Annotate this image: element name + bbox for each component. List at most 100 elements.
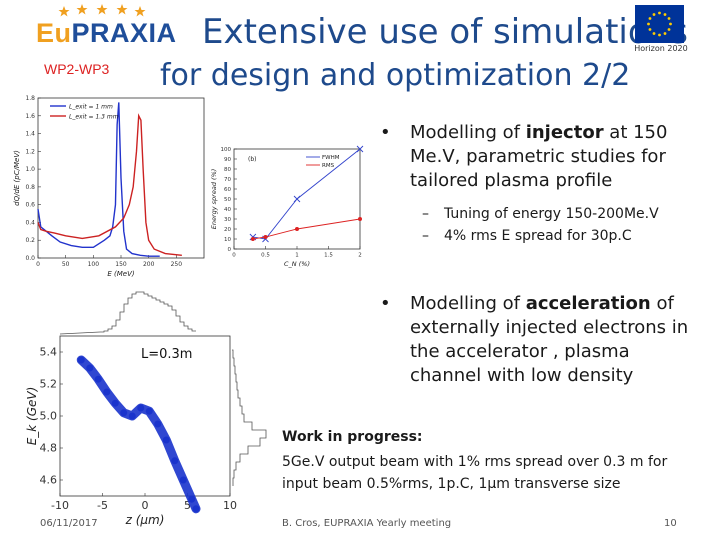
bullet-injector: • Modelling of injector at 150 Me.V, par… [380,121,700,193]
y-tick-label: 4.6 [40,474,58,487]
y-tick-label: 90 [224,157,231,163]
y-tick-label: 1.8 [25,95,35,102]
logo-eu-text: Eu [36,18,72,48]
y-tick-label: 40 [224,207,231,213]
series-line-fwhm [252,148,361,240]
data-point [293,195,301,203]
y-tick-label: 50 [224,197,231,203]
bullet-2-pre: Modelling of [410,293,526,314]
data-point [77,356,85,364]
data-point [358,217,362,221]
data-point [179,476,187,484]
flag-star [663,13,667,16]
flag-star [652,32,656,35]
data-point [154,420,162,428]
energy-projection-histogram [232,349,267,486]
sub-bullet-1-text: Tuning of energy 150-200Me.V [444,206,659,222]
y-tick-label: 0.6 [25,202,35,209]
data-point [111,399,119,407]
x-tick-label: 10 [223,499,237,512]
legend-label: RMS [322,163,335,169]
legend-label: L_exit = 1 mm [69,104,113,111]
y-tick-label: 20 [224,227,231,233]
x-tick-label: 100 [88,261,100,268]
y-axis-label: Energy spread (%) [210,169,218,230]
x-tick-label: 200 [143,261,155,268]
x-tick-label: 0 [142,499,149,512]
x-tick-label: 0 [232,253,236,259]
x-tick-label: -10 [51,499,69,512]
flag-star [658,11,661,15]
data-point [356,145,364,153]
flag-star [667,28,671,31]
x-tick-label: 50 [62,261,70,268]
bullet-2-bold: acceleration [525,293,651,314]
data-point [103,388,111,396]
eupraxia-logo-stars [58,4,146,17]
wp-label: WP2-WP3 [44,61,110,77]
eu-flag-icon [635,5,684,43]
y-tick-label: 80 [224,167,231,173]
x-tick-label: 2 [358,253,362,259]
series-line-1 [37,102,160,257]
flag-star [667,17,671,20]
bullet-1-post: at 150 Me.V, parametric studies for tail… [410,122,668,191]
flag-star [669,22,672,26]
y-tick-label: 100 [221,147,232,153]
x-tick-label: 0 [36,261,40,268]
y-tick-label: 5.0 [40,410,58,423]
x-tick-label: 250 [171,261,183,268]
data-point [128,412,136,420]
slide-title-line2: for design and optimization 2/2 [160,58,631,93]
bullet-1-pre: Modelling of [410,122,526,143]
y-tick-label: 30 [224,217,231,223]
y-tick-label: 70 [224,177,231,183]
series-line-rms [252,218,361,240]
flag-star [648,17,652,20]
work-in-progress-title: Work in progress: [282,429,423,445]
data-point [120,409,128,417]
x-axis-label: C_N (%) [284,260,310,268]
annotation-label: L=0.3m [141,347,192,362]
legend-label: L_exit = 1.3 mm [69,114,119,121]
y-tick-label: 60 [224,187,231,193]
z-projection-histogram [59,291,196,335]
y-tick-label: 5.4 [40,346,58,359]
flag-star [652,13,656,16]
x-axis-label: z (μm) [125,513,165,527]
work-in-progress-text: 5Ge.V output beam with 1% rms spread ove… [282,454,668,492]
y-tick-label: 0.2 [25,237,35,244]
y-axis-label: dQ/dE (pC/MeV) [13,150,21,206]
x-tick-label: 1.5 [324,253,333,259]
y-tick-label: 10 [224,237,231,243]
flag-star [647,22,650,26]
data-point [295,227,299,231]
logo-rest-text: PRAXIA [71,18,177,48]
eupraxia-logo: EuPRAXIA [36,18,177,49]
sub-bullet-2-text: 4% rms E spread for 30p.C [444,228,632,244]
data-point [86,364,94,372]
data-point [263,235,268,239]
y-tick-label: 0.8 [25,184,35,191]
dash-marker: – [422,228,429,244]
y-tick-label: 1.0 [25,166,35,173]
bullet-acceleration: • Modelling of acceleration of externall… [380,292,700,388]
panel-label: (b) [248,156,257,163]
series-line-2 [37,113,182,257]
x-tick-label: 5 [184,499,191,512]
data-point [188,495,196,503]
x-axis-label: E (MeV) [107,270,135,278]
energy-spectrum-chart: 0 50 100 150 200 250 0.0 0.2 0.4 0.6 0.8 1.0 1.2 1.4 1… [10,92,210,284]
bullet-dot: • [380,122,391,143]
data-point [171,457,179,465]
sub-bullet-tuning: – Tuning of energy 150-200Me.V [422,203,704,225]
y-tick-label: 0.4 [25,219,35,226]
x-tick-label: 1 [295,253,299,259]
phase-space-chart: -10 -5 0 5 10 4.6 4.8 5.0 5.2 5.4 z (μm) E_k (GeV) L… [24,290,280,528]
bullet-1-bold: injector [525,122,604,143]
bullet-2-post: of externally injected electrons in the … [410,293,689,386]
slide-title-line1: Extensive use of simulations [202,12,688,52]
x-tick-label: 0.5 [261,253,270,259]
flag-star [658,33,661,37]
